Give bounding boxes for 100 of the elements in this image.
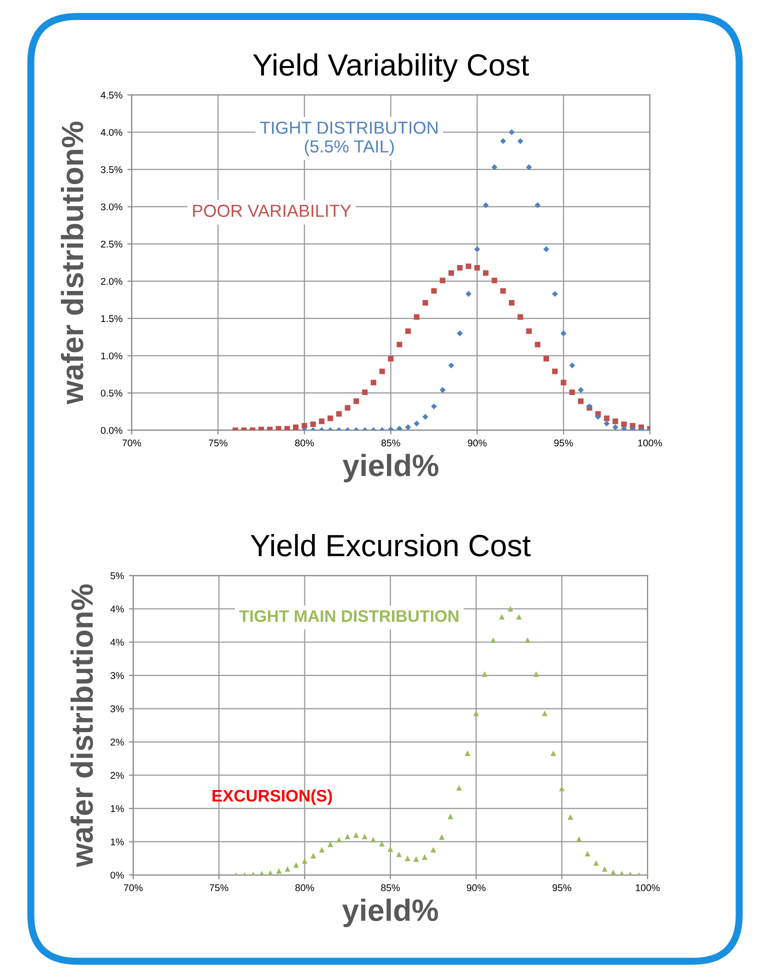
point [353,398,360,404]
x-tick-label: 85% [381,884,400,892]
point [396,342,402,348]
point [440,387,446,393]
point [405,424,411,430]
point [336,411,342,417]
point [584,850,590,856]
point [448,270,454,276]
y-tick-label: 4% [110,638,124,646]
point [353,832,359,838]
point [431,403,437,410]
point [310,421,316,428]
point [328,416,334,422]
point [517,138,524,144]
point [482,671,488,677]
x-tick-label: 80% [295,440,314,446]
x-tick-label: 85% [381,440,400,446]
point [466,290,472,297]
point [284,866,290,872]
point [576,836,582,842]
point [457,265,463,271]
point [276,426,282,430]
point [430,846,436,852]
x-tick-label: 100% [636,884,660,892]
point [474,246,480,252]
point [422,854,428,860]
y-tick-label: 2.5% [100,240,122,248]
x-axis-title: yield% [342,898,438,928]
point [474,265,480,271]
point [578,398,584,404]
point [552,368,558,374]
point [595,414,602,420]
point [456,785,462,791]
point [500,288,506,294]
point [602,866,608,872]
point [568,814,574,820]
text: TIGHT MAIN DISTRIBUTION [239,610,458,622]
text: POOR VARIABILITY [193,204,352,217]
point [466,264,472,270]
point [543,246,550,252]
point [526,164,532,170]
point [550,750,556,756]
point [388,356,394,362]
y-tick-label: 2% [110,738,124,746]
y-tick-label: 5% [110,572,124,580]
y-tick-label: 4.5% [100,92,122,99]
y-tick-label: 3.0% [100,203,122,210]
point [483,270,489,276]
x-tick-label: 75% [208,440,228,446]
point [552,290,558,297]
point [276,868,282,874]
x-tick-label: 95% [552,884,572,892]
point [422,414,428,420]
point [414,420,420,426]
point [362,389,368,396]
point [448,362,454,368]
y-tick-label: 1.5% [101,315,122,322]
point [413,856,419,862]
point [302,422,308,429]
point [379,840,385,847]
point [310,852,316,858]
point [344,405,350,411]
point [508,300,514,306]
point [499,614,505,620]
point [431,288,437,294]
x-tick-label: 90% [466,884,486,892]
point [396,852,402,858]
y-tick-label: 2.0% [100,278,122,285]
y-tick-label: 0.0% [100,426,122,434]
point [491,164,498,170]
point [344,834,350,840]
point [318,418,324,424]
point [284,426,290,430]
point [508,129,515,136]
point [593,860,599,866]
point [405,328,411,334]
point [500,138,506,144]
point [439,834,445,840]
point [543,356,550,362]
point [370,380,376,386]
point [414,314,420,320]
point [293,862,299,868]
x-tick-label: 95% [554,440,573,446]
point [396,426,402,430]
y-tick-label: 2% [110,772,124,779]
point [404,856,410,862]
point [440,278,446,284]
point [388,846,394,852]
point [336,836,342,843]
point [518,314,524,320]
point [560,330,566,336]
x-tick-label: 100% [638,440,662,446]
chart-title: Yield Variability Cost [253,53,529,82]
y-tick-label: 1% [110,805,124,812]
point [610,870,616,876]
x-tick-label: 80% [295,884,314,892]
point [569,362,576,368]
text: TIGHT DISTRIBUTION (5.5% TAIL) [260,122,438,156]
x-tick-label: 70% [122,440,142,446]
y-tick-label: 4.0% [100,128,122,136]
